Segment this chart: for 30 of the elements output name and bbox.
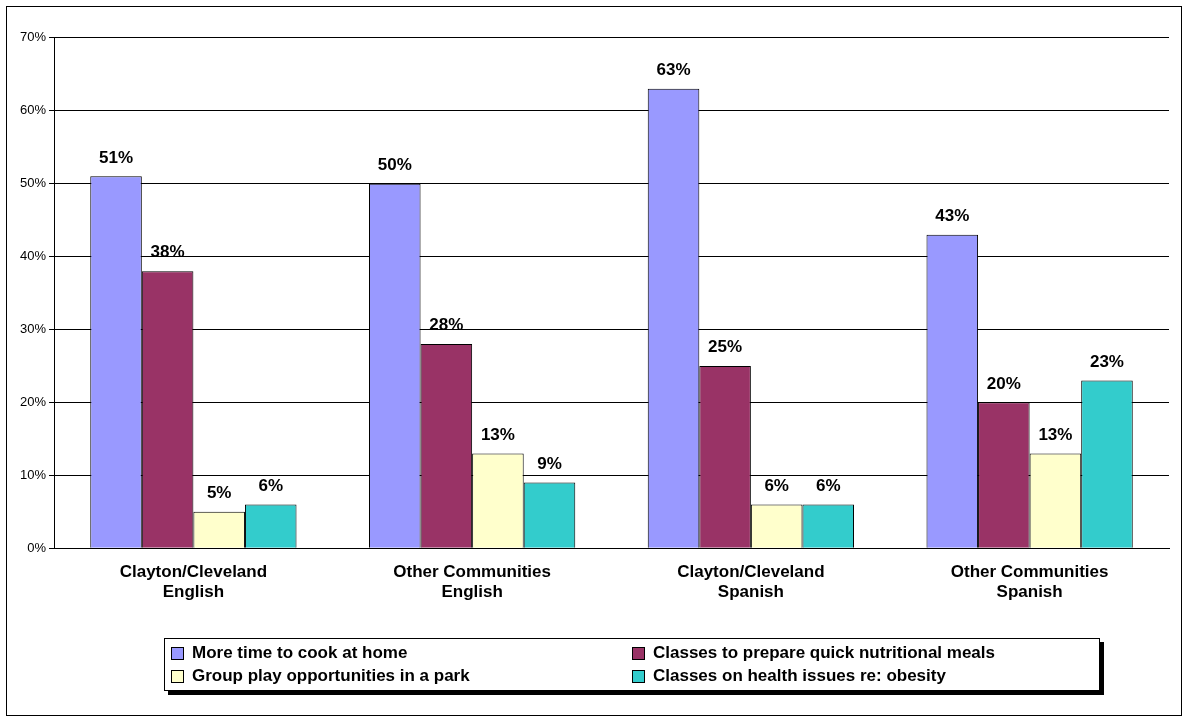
data-label: 25% bbox=[708, 337, 743, 357]
data-label: 20% bbox=[986, 373, 1021, 393]
y-tick-label: 10% bbox=[19, 466, 47, 482]
x-tick-label: Clayton/Cleveland English bbox=[119, 562, 268, 602]
legend-label: More time to cook at home bbox=[192, 643, 408, 663]
y-tick-label: 30% bbox=[19, 321, 47, 337]
x-tick-label: Other Communities Spanish bbox=[950, 562, 1109, 602]
data-label: 23% bbox=[1089, 351, 1124, 371]
y-tick-label: 20% bbox=[19, 393, 47, 409]
data-label: 9% bbox=[537, 453, 562, 473]
data-label: 6% bbox=[815, 475, 841, 495]
y-tick-label: 40% bbox=[19, 248, 47, 264]
y-tick-label: 50% bbox=[19, 175, 47, 191]
y-tick-label: 0% bbox=[27, 539, 47, 555]
data-label: 6% bbox=[764, 475, 789, 495]
data-label: 13% bbox=[480, 424, 515, 444]
legend-label: Group play opportunities in a park bbox=[192, 666, 470, 686]
data-label: 51% bbox=[99, 147, 134, 167]
legend-label: Classes to prepare quick nutritional meals bbox=[653, 643, 996, 663]
data-label: 6% bbox=[258, 475, 284, 495]
y-tick-label: 60% bbox=[19, 102, 47, 118]
data-label: 63% bbox=[656, 60, 691, 80]
x-tick-label: Clayton/Cleveland Spanish bbox=[677, 562, 825, 602]
legend-label: Classes on health issues re: obesity bbox=[653, 666, 946, 686]
y-tick-label: 70% bbox=[19, 29, 47, 45]
x-tick-label: Other Communities English bbox=[393, 562, 552, 602]
data-label: 43% bbox=[935, 205, 970, 225]
data-label: 50% bbox=[377, 154, 412, 174]
data-label: 13% bbox=[1038, 424, 1073, 444]
data-label: 5% bbox=[206, 482, 232, 502]
